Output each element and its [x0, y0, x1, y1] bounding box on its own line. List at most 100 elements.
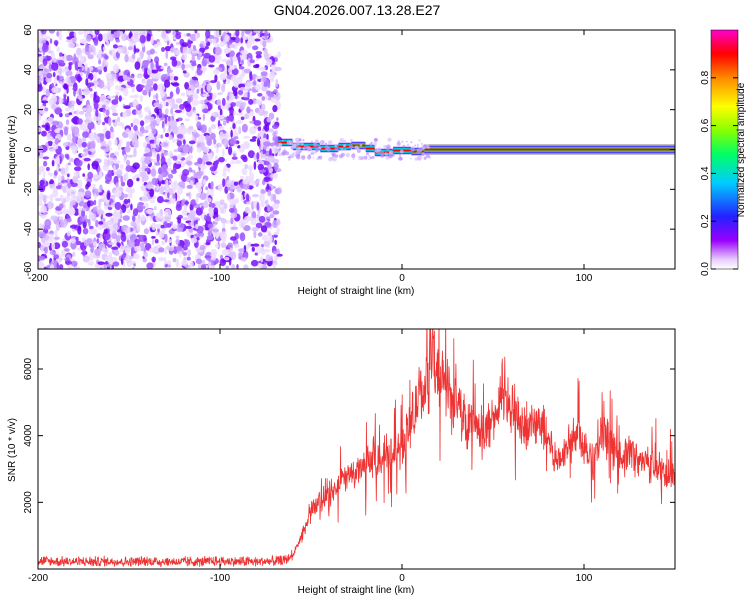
noise-speckle — [152, 119, 157, 127]
noise-speckle — [39, 165, 45, 173]
noise-speckle — [101, 62, 107, 68]
noise-speckle — [81, 141, 88, 148]
noise-speckle — [132, 208, 139, 217]
noise-speckle — [185, 103, 192, 112]
noise-speckle — [188, 126, 194, 130]
noise-speckle — [86, 238, 92, 244]
noise-speckle — [78, 88, 82, 97]
noise-speckle — [252, 243, 260, 247]
noise-speckle — [186, 192, 190, 197]
noise-speckle — [55, 222, 61, 232]
noise-speckle — [112, 95, 116, 99]
noise-speckle — [268, 235, 273, 244]
noise-speckle — [158, 247, 165, 253]
noise-speckle — [272, 105, 278, 113]
noise-speckle — [44, 107, 49, 111]
noise-speckle — [61, 208, 69, 215]
carrier-sidelobe — [418, 139, 421, 142]
noise-speckle — [234, 101, 242, 107]
noise-speckle — [119, 164, 124, 169]
carrier-sidelobe — [289, 141, 294, 146]
noise-speckle — [270, 172, 274, 179]
noise-speckle — [231, 263, 236, 269]
noise-speckle — [143, 60, 151, 66]
noise-speckle — [187, 96, 192, 104]
noise-speckle — [45, 88, 50, 98]
noise-speckle — [179, 250, 182, 258]
noise-speckle — [155, 212, 162, 223]
carrier-sidelobe — [414, 157, 419, 161]
noise-speckle — [123, 105, 131, 109]
noise-speckle — [223, 48, 230, 55]
noise-speckle — [38, 202, 44, 206]
noise-speckle — [45, 55, 52, 61]
noise-speckle — [164, 79, 171, 88]
noise-speckle — [260, 189, 267, 194]
noise-speckle — [100, 145, 107, 150]
noise-speckle — [157, 196, 164, 204]
noise-speckle — [133, 125, 138, 131]
noise-speckle — [68, 62, 73, 66]
carrier-sidelobe — [295, 140, 301, 146]
noise-speckle — [272, 210, 280, 215]
noise-speckle — [82, 173, 85, 177]
noise-speckle — [138, 113, 143, 119]
noise-speckle — [272, 172, 278, 179]
noise-speckle — [94, 193, 97, 200]
noise-speckle — [92, 173, 100, 182]
noise-speckle — [164, 108, 169, 115]
noise-speckle — [240, 37, 244, 44]
noise-speckle — [134, 143, 139, 148]
noise-speckle — [161, 32, 166, 39]
noise-speckle — [236, 264, 239, 269]
noise-speckle — [129, 95, 135, 99]
noise-speckle — [206, 83, 212, 92]
noise-speckle — [220, 242, 227, 248]
noise-speckle — [164, 208, 172, 217]
noise-speckle — [156, 72, 161, 80]
noise-speckle — [243, 245, 247, 253]
spectrogram-ylabel: Frequency (Hz) — [7, 116, 18, 185]
noise-speckle — [217, 104, 222, 111]
noise-speckle — [86, 34, 92, 42]
noise-speckle — [171, 169, 177, 174]
noise-speckle — [55, 156, 60, 165]
noise-speckle — [51, 87, 59, 93]
noise-speckle — [77, 118, 83, 125]
noise-speckle — [191, 50, 199, 54]
noise-speckle — [191, 99, 199, 107]
noise-speckle — [133, 253, 140, 260]
carrier-sidelobe — [350, 138, 353, 142]
noise-speckle — [249, 59, 255, 64]
noise-speckle — [92, 80, 98, 84]
carrier-sidelobe — [354, 145, 359, 150]
carrier-sidelobe — [314, 139, 319, 144]
noise-speckle — [238, 126, 242, 135]
noise-speckle — [106, 263, 113, 267]
noise-speckle — [168, 134, 173, 140]
noise-speckle — [86, 181, 91, 188]
noise-speckle — [241, 123, 248, 133]
noise-speckle — [217, 203, 221, 210]
noise-speckle — [92, 116, 100, 121]
carrier-sidelobe — [334, 144, 338, 147]
noise-speckle — [153, 153, 158, 158]
noise-speckle — [61, 240, 68, 248]
noise-speckle — [43, 212, 47, 216]
noise-speckle — [163, 62, 168, 67]
noise-speckle — [153, 102, 160, 107]
noise-speckle — [83, 87, 90, 96]
noise-speckle — [195, 182, 203, 189]
noise-speckle — [249, 126, 257, 135]
noise-speckle — [53, 40, 59, 46]
noise-speckle — [155, 93, 159, 101]
noise-speckle — [47, 136, 55, 142]
noise-speckle — [265, 61, 271, 66]
noise-speckle — [117, 143, 121, 151]
noise-speckle — [118, 95, 122, 102]
noise-speckle — [233, 243, 240, 248]
noise-speckle — [172, 155, 178, 161]
noise-speckle — [52, 190, 59, 198]
noise-speckle — [160, 134, 163, 139]
